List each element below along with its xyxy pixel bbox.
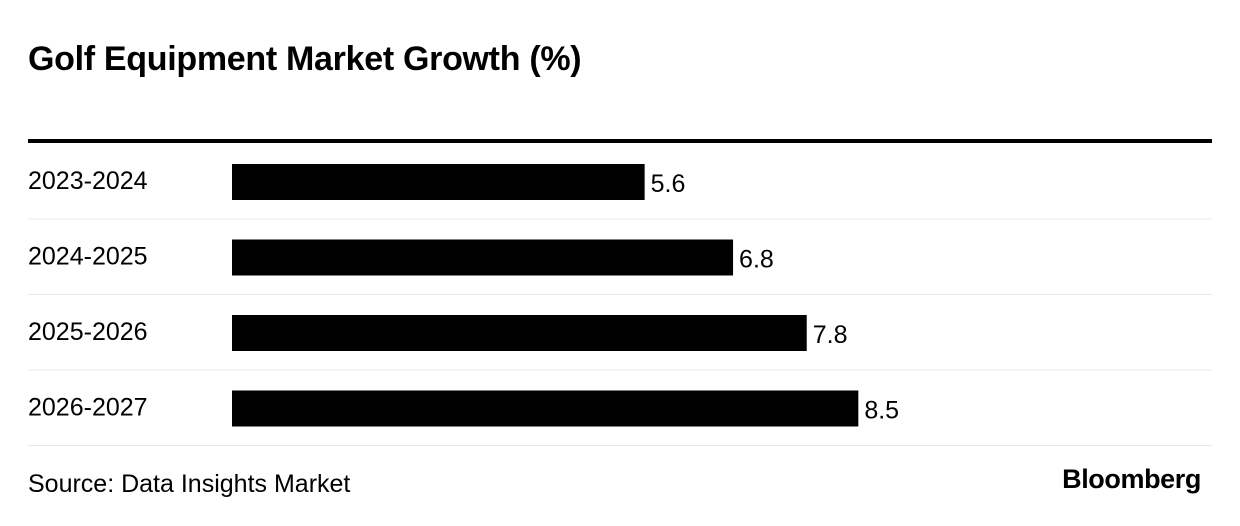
bar-row: 2026-2027 8.5 — [28, 390, 1212, 446]
bar — [232, 390, 859, 427]
category-label: 2026-2027 — [28, 394, 148, 422]
bar-row: 2023-2024 5.6 — [28, 164, 1212, 220]
value-label: 8.5 — [864, 397, 899, 425]
bar — [232, 315, 807, 351]
category-label: 2023-2024 — [28, 167, 148, 195]
title-divider — [28, 139, 1212, 143]
category-label: 2024-2025 — [28, 243, 148, 271]
bloomberg-logo: Bloomberg — [1062, 464, 1201, 494]
chart-title: Golf Equipment Market Growth (%) — [28, 40, 582, 78]
bar — [232, 239, 734, 276]
source-note: Source: Data Insights Market — [28, 470, 351, 498]
bar — [232, 164, 645, 200]
category-label: 2025-2026 — [28, 318, 148, 346]
value-label: 6.8 — [739, 246, 774, 274]
bar-row: 2025-2026 7.8 — [28, 315, 1212, 371]
value-label: 5.6 — [651, 170, 686, 198]
value-label: 7.8 — [813, 321, 848, 349]
bar-row: 2024-2025 6.8 — [28, 239, 1212, 295]
